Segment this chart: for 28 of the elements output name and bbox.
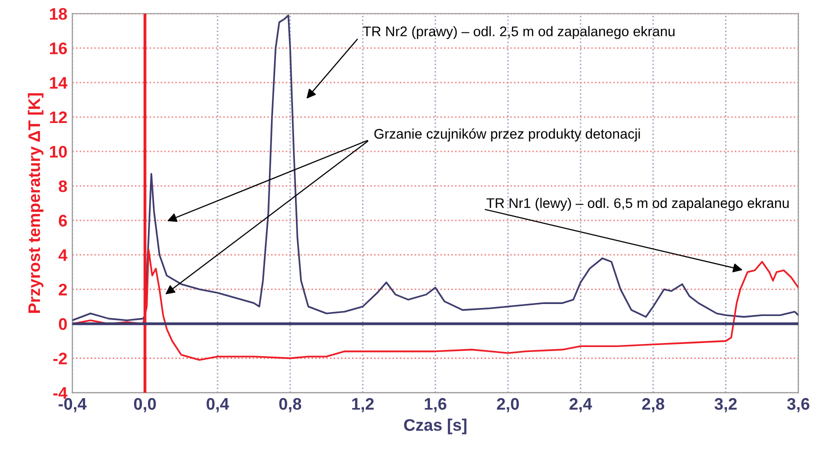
y-tick-label: 10 [50,146,67,158]
y-tick-label: 16 [50,42,67,54]
x-tick-label: -0,4 [58,398,87,412]
y-tick-label: 0 [58,318,67,330]
x-tick-label: 2,8 [642,398,664,412]
y-tick-label: -4 [53,387,68,399]
x-tick-label: 3,2 [714,398,737,412]
annotation: TR Nr2 (prawy) – odl. 2,5 m od zapalanego ekranu [363,26,674,40]
annotation: Grzanie czujników przez produkty detonacji [374,128,640,142]
x-tick-label: 2,4 [570,398,592,412]
y-tick-label: 6 [58,214,67,227]
y-tick-label: 12 [50,111,67,124]
y-tick-label: 4 [58,249,68,261]
x-tick-label: 1,2 [352,398,374,412]
x-tick-label: 2,0 [496,398,519,412]
y-tick-label: -2 [53,352,67,364]
annotation: TR Nr1 (lewy) – odl. 6,5 m od zapalanego ekranu [486,198,789,211]
y-tick-label: 8 [58,180,67,192]
x-axis-title: Czas [s] [404,418,466,434]
x-tick-label: 3,6 [787,398,810,412]
y-tick-label: 18 [50,8,67,20]
x-tick-label: 0,8 [279,398,302,412]
x-tick-label: 1,6 [424,398,446,412]
x-tick-label: 0,4 [206,398,230,412]
y-tick-label: 14 [50,77,68,89]
y-axis-title: Przyrost temperatury ΔT [K] [28,93,44,313]
y-tick-label: 2 [58,284,67,296]
x-tick-label: 0,0 [134,398,156,412]
